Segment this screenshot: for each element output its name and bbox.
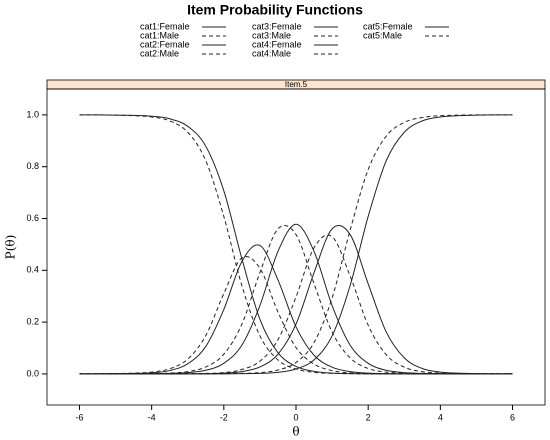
series-line bbox=[79, 234, 513, 375]
y-tick-label: 0.0 bbox=[26, 368, 39, 378]
series-line bbox=[79, 114, 513, 375]
x-tick-label: 2 bbox=[366, 412, 371, 422]
x-tick-label: 0 bbox=[293, 412, 298, 422]
legend-label: cat4:Male bbox=[252, 48, 291, 58]
legend-label: cat2:Female bbox=[140, 39, 190, 49]
x-tick-label: -6 bbox=[75, 412, 83, 422]
y-tick-label: 1.0 bbox=[26, 109, 39, 119]
plot-frame bbox=[46, 88, 546, 406]
x-tick-label: 4 bbox=[438, 412, 443, 422]
series-line bbox=[79, 224, 513, 375]
series-line bbox=[79, 114, 513, 375]
x-tick-label: 6 bbox=[510, 412, 515, 422]
legend-label: cat2:Male bbox=[140, 48, 179, 58]
legend-label: cat1:Female bbox=[140, 21, 190, 31]
legend-label: cat3:Female bbox=[252, 21, 302, 31]
y-axis-title: P(θ) bbox=[4, 235, 18, 260]
legend-label: cat3:Male bbox=[252, 30, 291, 40]
x-tick-label: -2 bbox=[220, 412, 228, 422]
chart-title: Item Probability Functions bbox=[187, 2, 363, 18]
series-line bbox=[79, 244, 513, 375]
y-tick-label: 0.4 bbox=[26, 265, 39, 275]
legend-label: cat1:Male bbox=[140, 30, 179, 40]
legend-label: cat5:Female bbox=[363, 21, 413, 31]
legend-label: cat4:Female bbox=[252, 39, 302, 49]
panel-title: Item.5 bbox=[285, 80, 308, 89]
y-tick-label: 0.2 bbox=[26, 316, 39, 326]
y-tick-label: 0.8 bbox=[26, 161, 39, 171]
series-line bbox=[79, 224, 513, 375]
legend-label: cat5:Male bbox=[363, 30, 402, 40]
series-line bbox=[79, 114, 513, 375]
x-tick-label: -4 bbox=[148, 412, 156, 422]
series-line bbox=[79, 255, 513, 375]
x-axis-title: θ bbox=[292, 425, 299, 439]
series-line bbox=[79, 223, 513, 375]
series-line bbox=[79, 114, 513, 375]
y-tick-label: 0.6 bbox=[26, 213, 39, 223]
